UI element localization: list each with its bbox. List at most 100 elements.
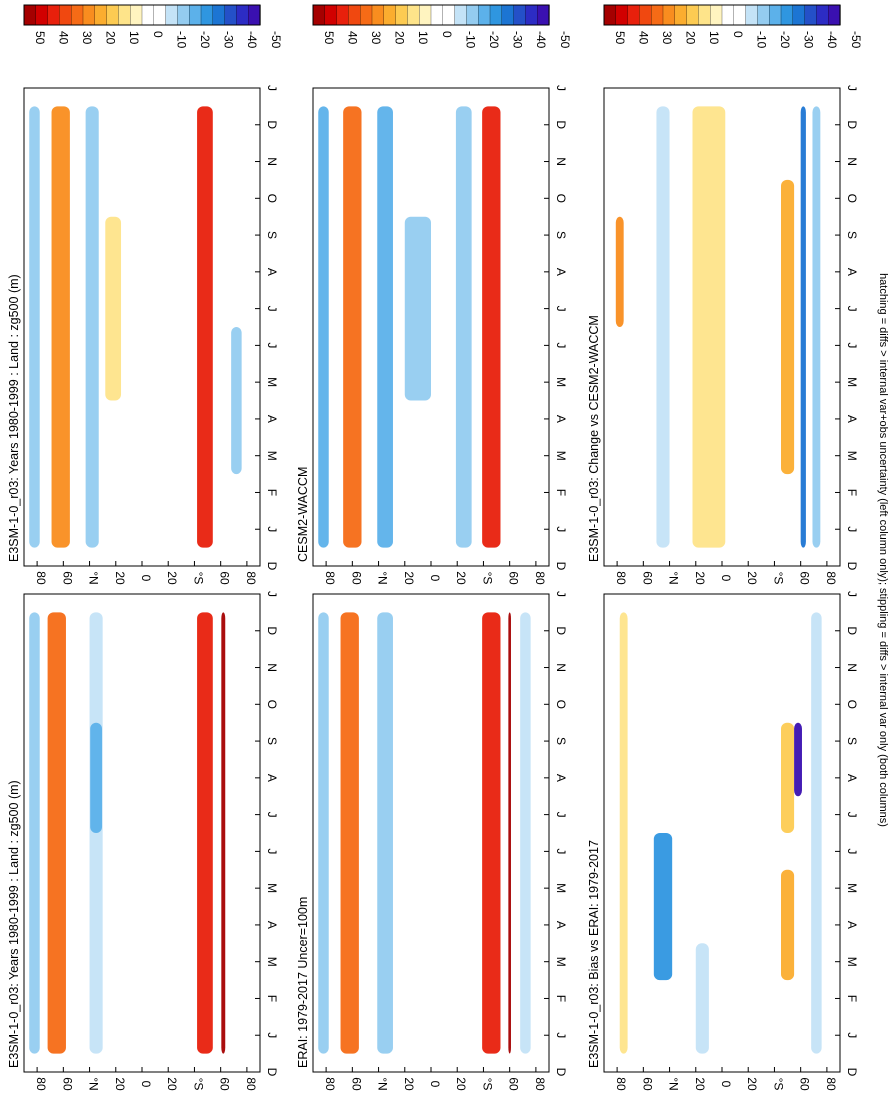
x-tick-label: M	[845, 883, 859, 893]
x-tick-label: D	[845, 120, 859, 129]
x-tick-label: S	[845, 737, 859, 745]
x-tick-label: N	[554, 663, 568, 672]
colorbar-swatch	[501, 4, 515, 26]
y-tick-label: °N	[667, 1077, 681, 1090]
contour-band-negative-1	[318, 106, 329, 548]
x-tick-label: N	[265, 663, 279, 672]
y-tick-label: °S	[480, 572, 494, 585]
y-tick-label: 80	[533, 571, 547, 585]
y-tick-label: °S	[771, 572, 785, 585]
colorbar-swatch	[118, 4, 131, 26]
x-tick-label: O	[554, 700, 568, 709]
x-tick-label: D	[265, 120, 279, 129]
contour-band-negative-4	[455, 106, 472, 548]
contour-band-positive-3	[508, 612, 511, 1054]
x-tick-label: D	[265, 562, 279, 571]
x-tick-label: O	[265, 194, 279, 203]
y-tick-label: 0	[719, 575, 733, 582]
x-tick-label: J	[554, 342, 568, 348]
x-tick-label: A	[265, 921, 279, 929]
x-tick-label: F	[845, 995, 859, 1002]
x-tick-label: F	[845, 489, 859, 496]
panel-2: D J F M A M J J A S O N D J 80 60 °N 20 0 20 °S 60 80 E3SM-1-0_…	[7, 85, 279, 585]
x-tick-label: A	[845, 921, 859, 929]
colorbar-swatch	[395, 4, 409, 26]
x-tick-label: J	[554, 85, 568, 91]
x-tick-label: M	[265, 451, 279, 461]
y-tick-label: 60	[349, 1077, 363, 1091]
x-tick-label: M	[554, 377, 568, 387]
y-tick-label: 20	[113, 1077, 127, 1091]
y-tick-label: 20	[454, 571, 468, 585]
y-tick-label: 80	[533, 1077, 547, 1091]
colorbar-swatch	[639, 4, 652, 26]
colorbar-label: -30	[222, 31, 236, 49]
x-tick-label: O	[554, 194, 568, 203]
y-tick-label: 60	[640, 571, 654, 585]
contour-band-negative-3	[231, 327, 242, 475]
colorbar-swatch	[627, 4, 641, 26]
panel-title: CESM2-WACCM	[296, 467, 310, 562]
contour-band-negative-3	[520, 612, 531, 1054]
x-tick-label: F	[554, 995, 568, 1002]
colorbar-swatch	[47, 4, 61, 26]
x-tick-label: N	[554, 157, 568, 166]
contour-band-positive-2	[197, 612, 213, 1054]
y-tick-label: °N	[87, 571, 101, 584]
colorbar-group: 50 40 30 20 10 0 -10 -20 -30 -40 -50	[603, 4, 863, 49]
x-tick-label: A	[554, 921, 568, 929]
colorbar-swatch	[698, 4, 711, 26]
contour-band-negative-2	[377, 612, 393, 1054]
x-tick-label: O	[845, 194, 859, 203]
colorbar-swatch	[478, 4, 491, 26]
x-tick-label: D	[265, 1068, 279, 1077]
x-tick-label: M	[554, 957, 568, 967]
colorbar-label: -50	[269, 31, 283, 49]
y-tick-label: °S	[771, 1078, 785, 1091]
x-tick-label: S	[554, 737, 568, 745]
x-tick-label: D	[554, 562, 568, 571]
colorbar-swatch	[106, 4, 120, 26]
y-tick-label: 60	[218, 1077, 232, 1091]
colorbar-label: 20	[104, 31, 118, 45]
x-tick-label: J	[554, 526, 568, 532]
colorbar-swatch	[513, 4, 527, 26]
colorbar-swatch	[828, 4, 841, 26]
y-tick-label: 20	[745, 1077, 759, 1091]
contour-band-positive-1	[692, 106, 726, 548]
colorbar-swatch	[200, 4, 214, 26]
colorbar-swatch	[189, 4, 202, 26]
y-tick-label: 80	[34, 571, 48, 585]
colorbar-label: 50	[33, 31, 47, 45]
x-tick-label: N	[265, 157, 279, 166]
x-tick-label: J	[265, 812, 279, 818]
colorbar-swatch	[224, 4, 238, 26]
colorbar-label: 10	[127, 31, 141, 45]
colorbar-label: 50	[613, 31, 627, 45]
colorbar-label: 10	[707, 31, 721, 45]
colorbar-swatch	[23, 4, 37, 26]
colorbar-frame	[23, 4, 261, 26]
x-tick-label: J	[845, 1032, 859, 1038]
y-tick-label: 80	[323, 1077, 337, 1091]
panel-5: D J F M A M J J A S O N D J 80 60 °N 20 0 20 °S 60 80 E3SM-1-0_…	[587, 591, 859, 1091]
x-tick-label: M	[845, 957, 859, 967]
y-tick-label: 80	[244, 571, 258, 585]
plot-area	[604, 594, 840, 1072]
x-tick-label: J	[845, 342, 859, 348]
colorbar-label: -10	[174, 31, 188, 49]
colorbar-swatch	[651, 4, 664, 26]
x-tick-label: A	[554, 268, 568, 276]
y-tick-label: 80	[824, 1077, 838, 1091]
colorbar-label: -50	[849, 31, 863, 49]
y-tick-label: 60	[798, 1077, 812, 1091]
x-tick-label: D	[845, 1068, 859, 1077]
y-tick-label: 60	[349, 571, 363, 585]
y-tick-label: 20	[693, 1077, 707, 1091]
x-tick-label: M	[554, 451, 568, 461]
x-tick-label: J	[265, 526, 279, 532]
x-tick-label: D	[554, 1068, 568, 1077]
colorbar-swatch	[360, 4, 373, 26]
x-tick-label: F	[265, 995, 279, 1002]
x-tick-label: S	[265, 231, 279, 239]
